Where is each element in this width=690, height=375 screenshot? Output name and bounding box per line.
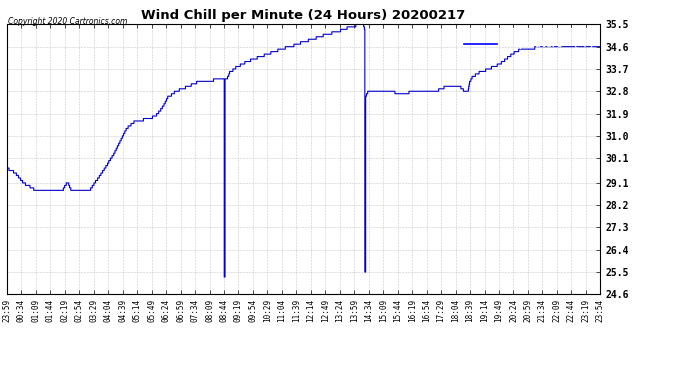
Text: Temperature  (°F): Temperature (°F) — [503, 40, 594, 49]
Text: Wind Chill per Minute (24 Hours) 20200217: Wind Chill per Minute (24 Hours) 2020021… — [141, 9, 466, 22]
Text: Copyright 2020 Cartronics.com: Copyright 2020 Cartronics.com — [8, 17, 128, 26]
